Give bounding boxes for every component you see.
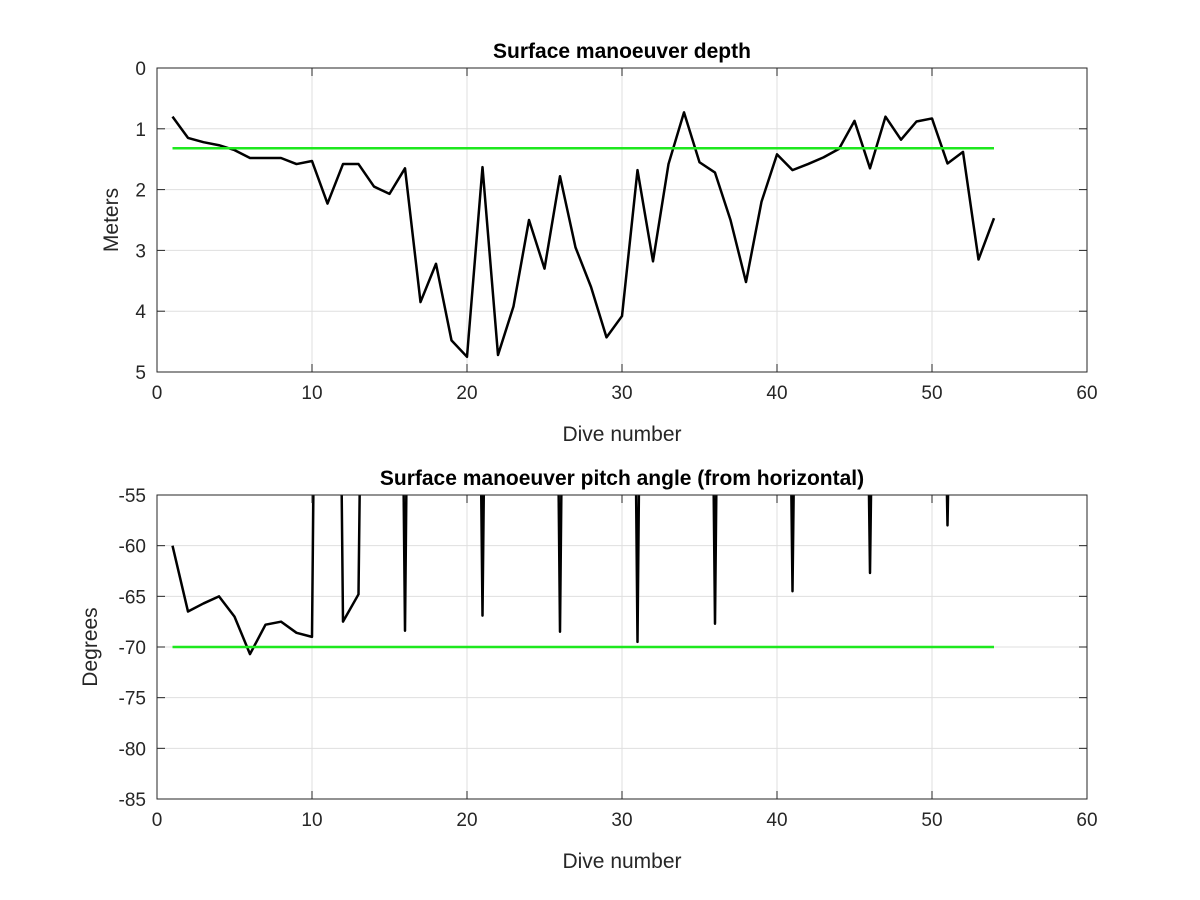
depth-x-tick-label: 50 <box>921 383 942 404</box>
pitch-x-tick-label: 20 <box>456 810 477 831</box>
depth-y-tick-label: 3 <box>135 241 146 262</box>
pitch-y-tick-label: -75 <box>119 689 146 710</box>
pitch-chart-title: Surface manoeuver pitch angle (from hori… <box>380 467 864 490</box>
pitch-x-tick-label: 10 <box>301 810 322 831</box>
depth-y-tick-label: 1 <box>135 120 146 141</box>
pitch-y-tick-label: -70 <box>119 638 146 659</box>
pitch-y-tick-label: -55 <box>119 486 146 507</box>
depth-x-tick-label: 40 <box>766 383 787 404</box>
depth-data-line <box>171 111 996 359</box>
pitch-y-tick-label: -60 <box>119 537 146 558</box>
depth-panel: 0 10 20 30 40 50 60 0 1 2 3 4 5 Surface manoeuver dep… <box>100 40 1098 446</box>
depth-x-tick-label: 60 <box>1076 383 1097 404</box>
pitch-x-tick-label: 60 <box>1076 810 1097 831</box>
pitch-x-tick-label: 50 <box>921 810 942 831</box>
pitch-data-line <box>171 495 950 656</box>
depth-x-tick-label: 0 <box>152 383 163 404</box>
depth-x-axis-label: Dive number <box>562 423 681 446</box>
pitch-y-tick-label: -85 <box>119 790 146 811</box>
depth-y-tick-label: 5 <box>135 363 146 384</box>
depth-x-tick-label: 10 <box>301 383 322 404</box>
pitch-series-group <box>171 495 994 656</box>
depth-x-tick-label: 30 <box>611 383 632 404</box>
pitch-panel: 0 10 20 30 40 50 60 -55 -60 -65 -70 -75 -80 -85 Surfac… <box>79 467 1098 873</box>
pitch-y-tick-label: -65 <box>119 587 146 608</box>
pitch-x-tick-label: 30 <box>611 810 632 831</box>
pitch-y-axis-label: Degrees <box>79 607 102 686</box>
pitch-x-tick-label: 0 <box>152 810 163 831</box>
depth-chart-title: Surface manoeuver depth <box>493 40 751 63</box>
pitch-x-axis-label: Dive number <box>562 850 681 873</box>
depth-y-tick-label: 0 <box>135 59 146 80</box>
depth-series-group <box>171 111 996 359</box>
pitch-x-tick-label: 40 <box>766 810 787 831</box>
depth-y-tick-label: 4 <box>135 302 146 323</box>
depth-y-tick-label: 2 <box>135 181 146 202</box>
depth-x-tick-label: 20 <box>456 383 477 404</box>
depth-y-axis-label: Meters <box>100 188 123 252</box>
pitch-y-tick-label: -80 <box>119 739 146 760</box>
